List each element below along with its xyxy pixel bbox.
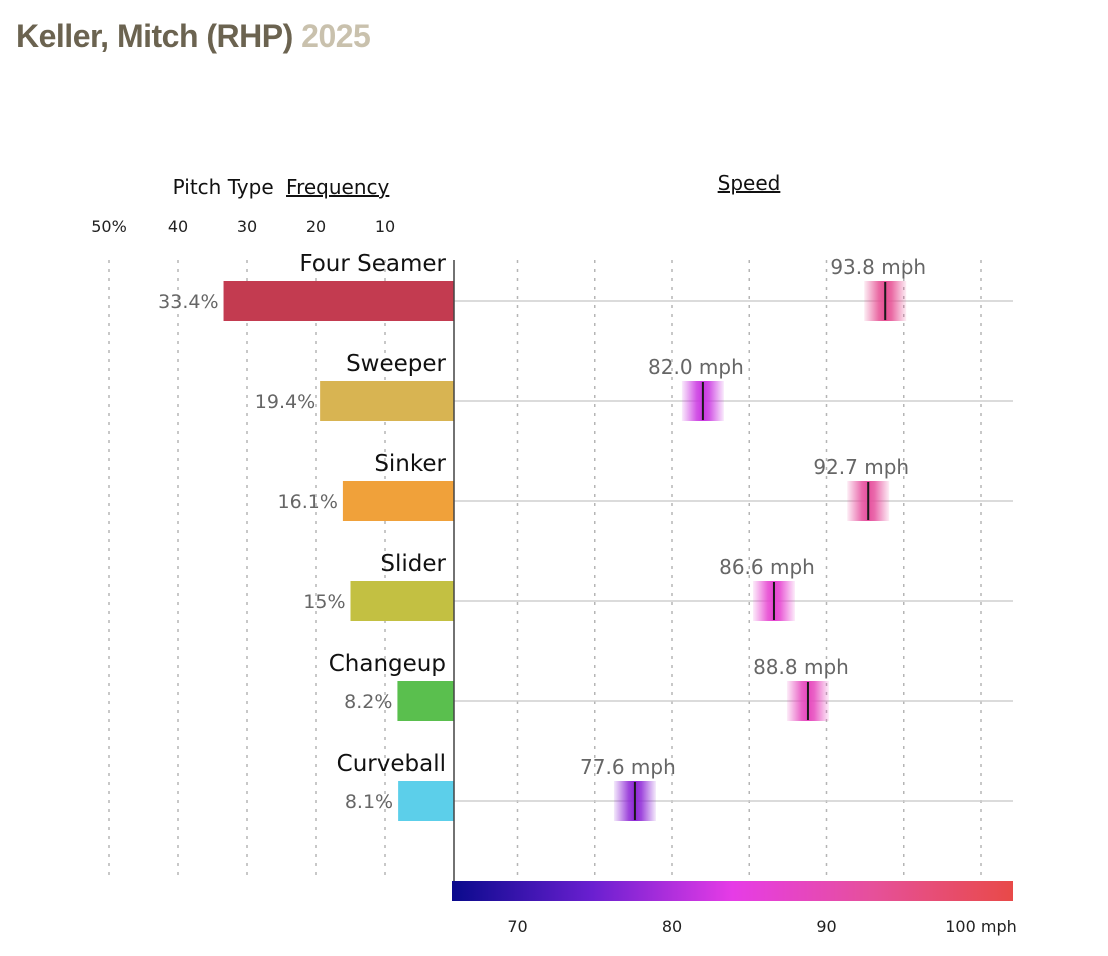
pitch-row: Four Seamer 33.4% 93.8 mph <box>158 251 1013 321</box>
pitch-name-label: Curveball <box>337 751 446 777</box>
speed-tick-label: 100 mph <box>945 917 1017 936</box>
speed-value-label: 88.8 mph <box>753 655 849 679</box>
frequency-tick-label: 30 <box>237 217 257 236</box>
frequency-bar[interactable] <box>350 581 455 621</box>
frequency-header-link[interactable]: Frequency <box>286 175 389 199</box>
frequency-value-label: 8.2% <box>344 691 392 713</box>
frequency-value-label: 15% <box>303 591 345 613</box>
frequency-tick-label: 40 <box>168 217 188 236</box>
speed-value-label: 77.6 mph <box>580 755 676 779</box>
pitch-name-label: Sinker <box>374 451 446 477</box>
pitch-name-label: Sweeper <box>346 351 446 377</box>
pitcher-name: Keller, Mitch (RHP) <box>16 18 293 54</box>
speed-value-label: 93.8 mph <box>830 255 926 279</box>
speed-tick-label: 70 <box>507 917 527 936</box>
frequency-bar[interactable] <box>397 681 454 721</box>
page-title: Keller, Mitch (RHP) 2025 <box>16 18 371 55</box>
frequency-bar[interactable] <box>342 481 454 521</box>
frequency-tick-label: 50% <box>91 217 127 236</box>
frequency-header: Pitch Type Frequency <box>173 175 390 199</box>
frequency-tick-label: 10 <box>375 217 395 236</box>
frequency-value-label: 33.4% <box>158 291 218 313</box>
speed-value-label: 82.0 mph <box>648 355 744 379</box>
frequency-value-label: 19.4% <box>255 391 315 413</box>
speed-tick-label: 90 <box>816 917 836 936</box>
speed-value-label: 86.6 mph <box>719 555 815 579</box>
frequency-bar[interactable] <box>223 281 454 321</box>
frequency-value-label: 8.1% <box>345 791 393 813</box>
pitch-row: Sinker 16.1% 92.7 mph <box>278 451 1013 521</box>
speed-tick-label: 80 <box>662 917 682 936</box>
pitch-name-label: Changeup <box>329 651 446 677</box>
speed-header[interactable]: Speed <box>718 171 781 195</box>
pitch-row: Changeup 8.2% 88.8 mph <box>329 651 1013 721</box>
pitch-name-label: Slider <box>380 551 446 577</box>
pitch-row: Sweeper 19.4% 82.0 mph <box>255 351 1013 421</box>
frequency-bar[interactable] <box>398 781 454 821</box>
speed-value-label: 92.7 mph <box>813 455 909 479</box>
frequency-tick-label: 20 <box>306 217 326 236</box>
frequency-bar[interactable] <box>320 381 454 421</box>
frequency-header-prefix: Pitch Type <box>173 175 274 199</box>
pitch-row: Slider 15% 86.6 mph <box>303 551 1013 621</box>
pitch-row: Curveball 8.1% 77.6 mph <box>337 751 1013 821</box>
frequency-value-label: 16.1% <box>278 491 338 513</box>
season-year: 2025 <box>301 18 371 54</box>
pitch-name-label: Four Seamer <box>299 251 446 277</box>
speed-color-scale <box>452 881 1013 901</box>
